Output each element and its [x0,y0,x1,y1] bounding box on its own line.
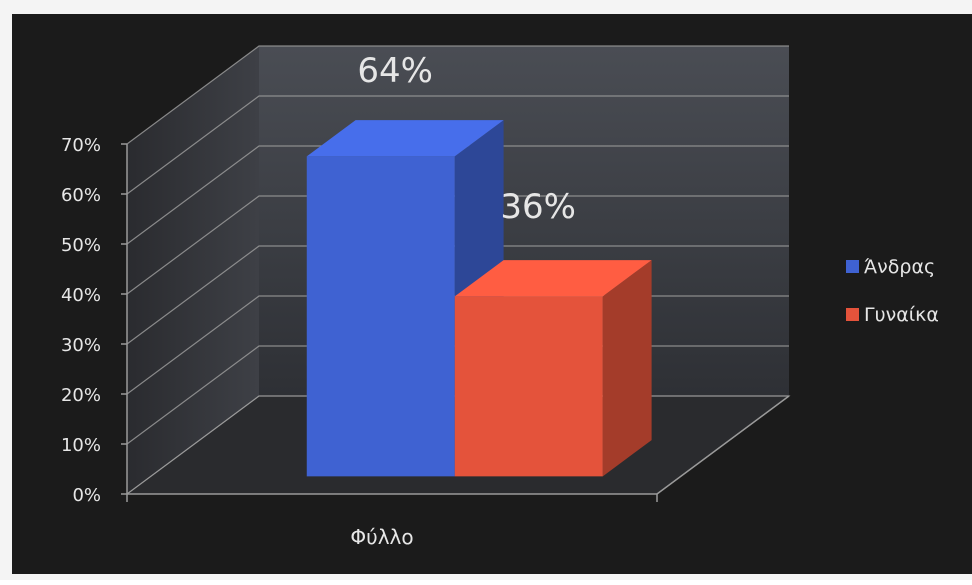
gridline-40 [126,195,789,295]
data-label-1: 64% [357,51,433,91]
y-tick-label: 0% [72,485,101,506]
bar-2 [454,296,603,477]
bar-top-1 [306,120,504,157]
gridline-50 [126,145,789,245]
legend-swatch-2 [846,308,859,321]
y-tick-label: 30% [61,335,101,356]
bar-top-2 [454,260,652,297]
y-tick-label: 70% [61,135,101,156]
floor-right-edge [656,395,790,495]
legend-label-1: Άνδρας [864,256,935,278]
side-wall [127,46,259,494]
gridline-70 [126,45,789,145]
gridline-30 [126,245,789,345]
paper-margin-left [0,0,12,580]
paper-margin-top [0,0,972,14]
y-tick-label: 60% [61,185,101,206]
paper-margin-bottom [0,574,972,580]
y-tick-label: 40% [61,285,101,306]
gridline-60 [126,95,789,195]
x-axis-label: Φύλλο [350,525,413,549]
bar-side-2 [602,260,652,477]
data-label-2: 36% [500,187,576,227]
y-tick-label: 50% [61,235,101,256]
y-tick-label: 10% [61,435,101,456]
legend-swatch-1 [846,260,859,273]
y-tick-label: 20% [61,385,101,406]
legend-label-2: Γυναίκα [864,304,939,326]
bar-1 [306,156,455,477]
